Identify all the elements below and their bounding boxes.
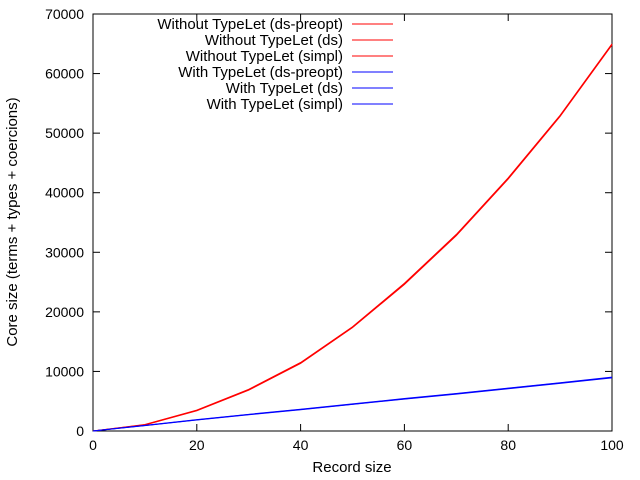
legend-label: With TypeLet (ds-preopt) — [178, 64, 343, 81]
x-tick-label: 0 — [89, 437, 97, 453]
plot-frame — [92, 13, 613, 432]
y-tick-label: 70000 — [45, 6, 84, 22]
y-axis-title: Core size (terms + types + coercions) — [4, 97, 21, 346]
legend-label: Without TypeLet (ds) — [205, 32, 343, 49]
x-tick-label: 80 — [500, 437, 516, 453]
legend-label: With TypeLet (ds) — [226, 80, 343, 97]
y-tick-label: 0 — [76, 423, 84, 439]
series-lines — [92, 43, 613, 432]
series-line-5 — [92, 377, 613, 432]
x-tick-label: 100 — [600, 437, 624, 453]
x-tick-label: 20 — [189, 437, 205, 453]
x-axis-title: Record size — [312, 459, 391, 476]
axis-ticks — [92, 13, 613, 432]
y-tick-label: 10000 — [45, 363, 84, 379]
y-tick-label: 30000 — [45, 244, 84, 260]
legend-label: With TypeLet (simpl) — [207, 96, 343, 113]
legend-label: Without TypeLet (ds-preopt) — [157, 16, 343, 33]
series-line-0 — [92, 43, 613, 432]
y-tick-label: 20000 — [45, 304, 84, 320]
series-line-2 — [92, 44, 613, 432]
x-tick-label: 40 — [293, 437, 309, 453]
series-line-1 — [92, 44, 613, 432]
x-tick-label: 60 — [397, 437, 413, 453]
tick-labels: 0 20 40 60 80 100 0 10000 20000 30000 40000 50000 60… — [45, 6, 624, 453]
y-tick-label: 60000 — [45, 66, 84, 82]
legend: Without TypeLet (ds-preopt)Without TypeL… — [157, 16, 393, 113]
y-tick-label: 40000 — [45, 185, 84, 201]
legend-label: Without TypeLet (simpl) — [186, 48, 343, 65]
y-tick-label: 50000 — [45, 125, 84, 141]
